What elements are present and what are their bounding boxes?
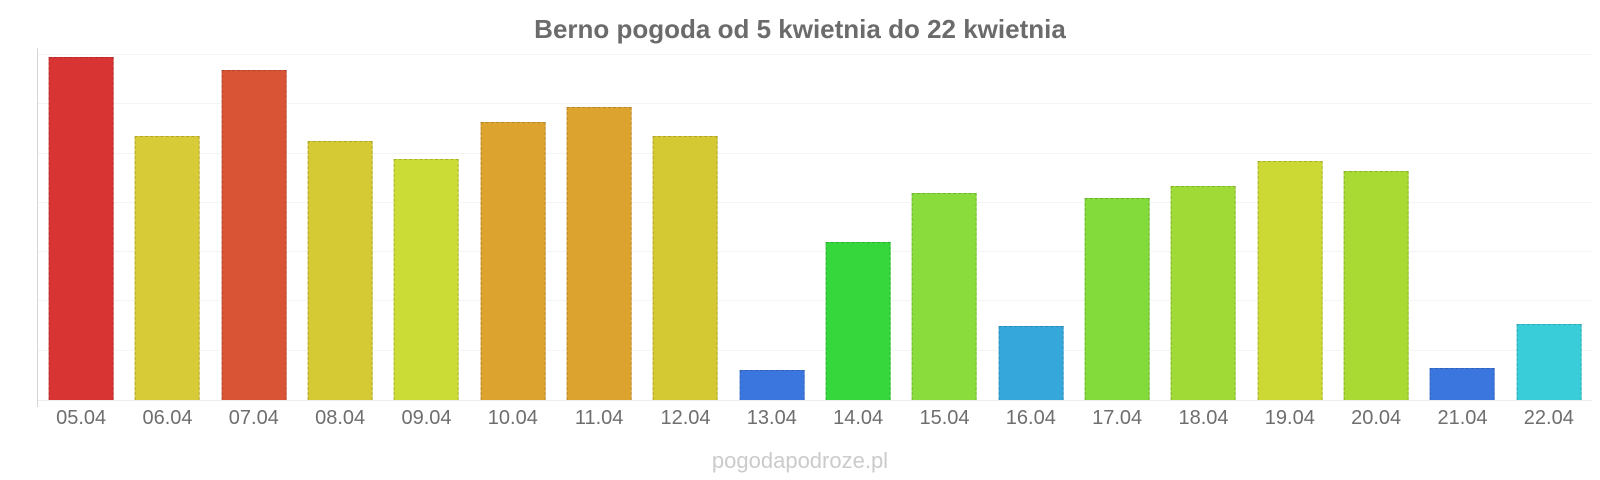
x-axis-label: 06.04 (142, 407, 193, 429)
bar-07.04[interactable] (221, 69, 287, 400)
x-axis-label: 08.04 (315, 407, 366, 429)
x-axis-label: 14.04 (833, 407, 884, 429)
bar-column: 12.04 (642, 55, 728, 429)
bar-21.04[interactable] (1430, 367, 1495, 400)
y-axis-line (37, 48, 38, 407)
bar-12.04[interactable] (653, 136, 718, 400)
x-axis-label: 22.04 (1523, 407, 1574, 429)
x-axis-label: 15.04 (919, 407, 970, 429)
bar-column: 21.04 (1419, 55, 1505, 429)
bar-column: 18.04 (1160, 55, 1246, 429)
bar-column: 13.04 (729, 55, 815, 429)
x-axis-label: 10.04 (487, 407, 538, 429)
gridline (38, 152, 1592, 154)
x-axis-label: 21.04 (1437, 407, 1488, 429)
x-axis-label: 07.04 (228, 407, 279, 429)
bar-11.04[interactable] (566, 106, 632, 400)
bar-13.04[interactable] (739, 370, 805, 400)
bar-18.04[interactable] (1171, 185, 1236, 400)
bar-06.04[interactable] (135, 136, 200, 400)
bar-16.04[interactable] (998, 326, 1064, 400)
bar-05.04[interactable] (48, 57, 114, 400)
bar-20.04[interactable] (1343, 170, 1409, 400)
x-axis-label: 20.04 (1351, 407, 1402, 429)
gridline (38, 103, 1592, 105)
bar-15.04[interactable] (912, 193, 977, 400)
bar-column: 14.04 (815, 55, 901, 429)
bar-column: 16.04 (988, 55, 1074, 429)
gridline (38, 54, 1592, 55)
bar-22.04[interactable] (1516, 323, 1582, 400)
bar-column: 22.04 (1506, 55, 1592, 429)
x-axis-label: 11.04 (574, 407, 624, 429)
plot-area: 05.04 06.04 07.04 08.04 09.04 10.04 11.04 12.04… (38, 54, 1592, 429)
bar-column: 15.04 (901, 55, 987, 429)
bar-column: 08.04 (297, 55, 383, 429)
bar-column: 06.04 (124, 55, 210, 429)
x-axis-label: 16.04 (1005, 407, 1056, 429)
gridline (38, 251, 1592, 253)
x-axis-label: 05.04 (56, 407, 107, 429)
bar-17.04[interactable] (1084, 197, 1150, 400)
bar-column: 19.04 (1247, 55, 1333, 429)
x-axis-label: 13.04 (746, 407, 797, 429)
x-axis-label: 19.04 (1264, 407, 1315, 429)
watermark: pogodapodroze.pl (711, 448, 889, 473)
bar-14.04[interactable] (825, 242, 891, 400)
gridline (38, 349, 1592, 351)
gridline (38, 201, 1592, 203)
bar-column: 17.04 (1074, 55, 1160, 429)
chart-title: Berno pogoda od 5 kwietnia do 22 kwietni… (534, 14, 1066, 44)
bar-column: 05.04 (38, 55, 124, 429)
x-axis-label: 09.04 (401, 407, 452, 429)
bar-08.04[interactable] (307, 141, 373, 400)
bar-column: 09.04 (383, 55, 469, 429)
bar-19.04[interactable] (1257, 160, 1323, 400)
gridline (38, 300, 1592, 302)
x-axis-label: 12.04 (660, 407, 711, 429)
bar-column: 07.04 (211, 55, 297, 429)
bar-column: 11.04 (556, 55, 642, 429)
bar-column: 20.04 (1333, 55, 1419, 429)
bar-09.04[interactable] (394, 158, 459, 400)
x-axis-label: 17.04 (1092, 407, 1143, 429)
x-axis-label: 18.04 (1178, 407, 1229, 429)
bar-10.04[interactable] (480, 121, 546, 400)
bar-column: 10.04 (470, 55, 556, 429)
